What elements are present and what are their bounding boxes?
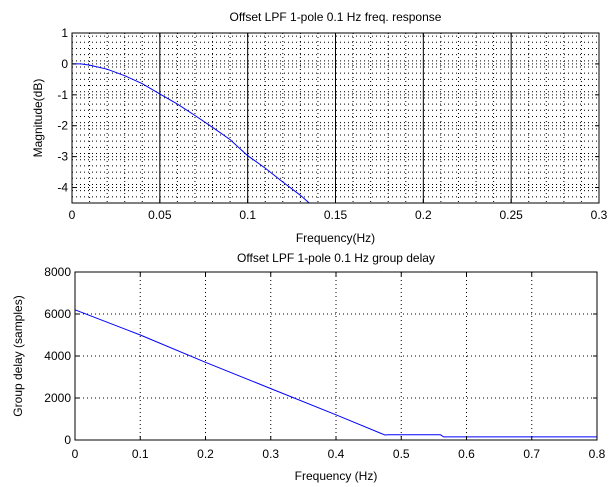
frequency-response-chart: 0 0.05 0.1 0.15 0.2 0.25 0.3 1 0 -1 -2 -3 -4 Offset L…	[31, 10, 608, 245]
y-tick-label: -3	[57, 150, 68, 164]
group-delay-chart: 0 0.1 0.2 0.3 0.4 0.5 0.6 0.7 0.8 0 2000 4000 6000 80…	[11, 251, 606, 483]
y-tick-label: 0	[64, 433, 71, 447]
x-tick-label: 0.1	[239, 208, 256, 222]
x-tick-label: 0.8	[589, 447, 606, 461]
y-tick-label: 1	[61, 26, 68, 40]
y-tick-label: 0	[61, 57, 68, 71]
y-tick-label: 6000	[44, 307, 71, 321]
x-tick-label: 0	[72, 447, 79, 461]
x-tick-label: 0.5	[393, 447, 410, 461]
x-tick-label: 0.15	[324, 208, 348, 222]
chart-title: Offset LPF 1-pole 0.1 Hz group delay	[237, 251, 435, 265]
x-tick-label: 0.7	[523, 447, 540, 461]
series-line-0	[72, 63, 310, 204]
x-tick-label: 0.4	[328, 447, 345, 461]
y-tick-label: 8000	[44, 265, 71, 279]
x-tick-label: 0	[69, 208, 76, 222]
major-grid	[75, 272, 597, 440]
x-axis-label: Frequency(Hz)	[296, 231, 375, 245]
y-tick-label: 2000	[44, 391, 71, 405]
x-tick-label: 0.3	[262, 447, 279, 461]
y-tick-label: -4	[57, 181, 68, 195]
y-axis-label: Magnitude(dB)	[31, 79, 45, 158]
chart-title: Offset LPF 1-pole 0.1 Hz freq. response	[230, 10, 442, 24]
major-grid	[72, 33, 599, 203]
series-line-0	[74, 309, 597, 438]
minor-grid	[72, 33, 599, 204]
y-tick-label: -2	[57, 119, 68, 133]
y-tick-label: 4000	[44, 349, 71, 363]
x-tick-label: 0.3	[591, 208, 608, 222]
x-tick-label: 0.25	[499, 208, 523, 222]
x-axis-label: Frequency (Hz)	[295, 469, 378, 483]
x-tick-label: 0.6	[458, 447, 475, 461]
x-tick-label: 0.2	[415, 208, 432, 222]
x-tick-label: 0.2	[197, 447, 214, 461]
y-tick-label: -1	[57, 88, 68, 102]
y-axis-label: Group delay (samples)	[11, 295, 25, 416]
x-tick-label: 0.1	[132, 447, 149, 461]
x-tick-label: 0.05	[148, 208, 172, 222]
